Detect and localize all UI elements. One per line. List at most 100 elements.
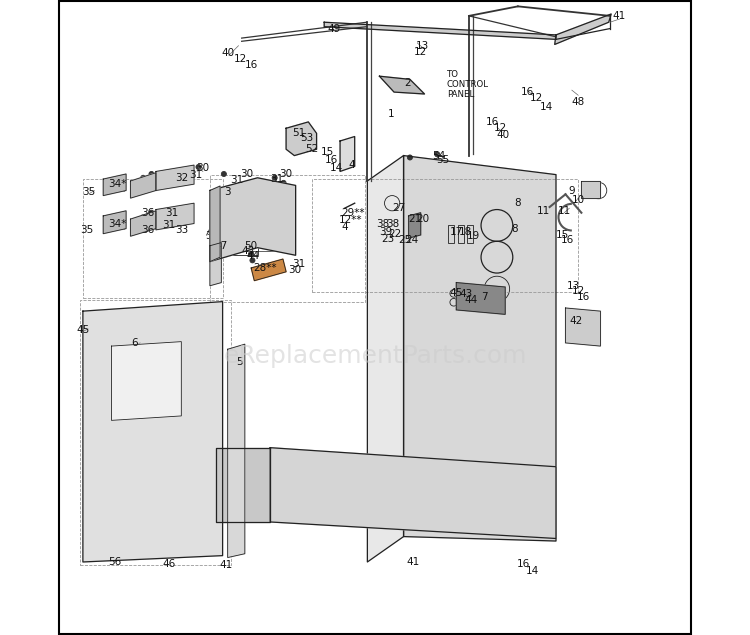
Text: 39: 39 (380, 227, 392, 237)
Text: 25: 25 (398, 235, 412, 245)
Text: 3: 3 (224, 187, 231, 197)
Text: 12: 12 (494, 123, 507, 133)
Bar (238, 203, 280, 210)
Bar (238, 192, 280, 199)
Text: 13: 13 (567, 281, 580, 291)
Polygon shape (368, 156, 404, 562)
Bar (95, 533, 130, 545)
Text: 27: 27 (392, 203, 406, 213)
Circle shape (221, 171, 226, 177)
Text: 47: 47 (214, 241, 228, 251)
Text: 15: 15 (321, 147, 334, 157)
Text: 31: 31 (165, 208, 178, 218)
Text: 16: 16 (244, 60, 258, 70)
Text: 34*: 34* (109, 179, 127, 189)
Text: 12: 12 (234, 54, 247, 64)
Text: 11: 11 (537, 206, 550, 216)
Polygon shape (130, 173, 156, 198)
Polygon shape (210, 178, 296, 262)
Text: 16: 16 (520, 87, 534, 97)
Circle shape (141, 175, 146, 180)
Text: 54: 54 (432, 150, 445, 161)
Text: 30: 30 (288, 265, 301, 275)
Polygon shape (228, 344, 244, 558)
Circle shape (170, 213, 176, 218)
Text: 31: 31 (230, 175, 243, 185)
Text: 19: 19 (466, 231, 480, 241)
Text: 30: 30 (240, 169, 254, 179)
Polygon shape (581, 181, 601, 198)
Text: 29**: 29** (341, 208, 364, 218)
Polygon shape (251, 259, 286, 281)
Bar (88, 531, 100, 541)
Text: 49: 49 (327, 23, 340, 34)
Bar (458, 225, 464, 243)
Polygon shape (555, 14, 611, 44)
Text: 12: 12 (572, 286, 585, 296)
Text: 50: 50 (244, 241, 257, 251)
Polygon shape (270, 448, 556, 538)
Circle shape (185, 175, 190, 180)
Polygon shape (156, 203, 194, 230)
Text: 15: 15 (556, 230, 569, 240)
Polygon shape (404, 156, 556, 541)
Circle shape (407, 155, 413, 160)
Text: 21: 21 (409, 214, 422, 224)
Text: 4: 4 (348, 160, 355, 170)
Polygon shape (456, 283, 506, 314)
Text: 14: 14 (526, 566, 539, 577)
Circle shape (196, 164, 201, 170)
Text: 31: 31 (271, 174, 284, 184)
Text: 43: 43 (459, 289, 472, 299)
Text: 40: 40 (496, 130, 510, 140)
Text: 34*: 34* (109, 218, 127, 229)
Text: 35: 35 (82, 187, 96, 197)
Text: 17: 17 (450, 227, 463, 237)
Text: 41: 41 (219, 560, 232, 570)
Text: 8: 8 (514, 198, 521, 208)
Text: 5: 5 (236, 357, 243, 367)
Text: 24: 24 (405, 235, 418, 245)
Circle shape (149, 210, 154, 215)
Text: 31: 31 (163, 220, 176, 231)
Polygon shape (112, 342, 182, 420)
Bar (134, 531, 184, 541)
Circle shape (272, 175, 278, 180)
Bar (311, 179, 578, 292)
Text: 11: 11 (557, 206, 571, 216)
Bar (83, 179, 223, 298)
Text: 18: 18 (458, 227, 472, 237)
Text: 1: 1 (388, 109, 394, 119)
Polygon shape (210, 186, 220, 262)
Text: 16: 16 (326, 155, 338, 165)
Text: 6: 6 (132, 338, 138, 348)
Polygon shape (409, 213, 421, 238)
Polygon shape (380, 76, 424, 94)
Bar (105, 216, 125, 229)
Text: 52: 52 (304, 144, 318, 154)
Text: 41: 41 (406, 557, 420, 567)
Bar (238, 224, 280, 231)
Text: 7: 7 (482, 292, 488, 302)
Text: 36: 36 (141, 208, 154, 218)
Text: 12: 12 (530, 93, 544, 104)
Text: 56: 56 (108, 557, 122, 567)
Bar (238, 234, 280, 242)
Polygon shape (130, 211, 156, 236)
Text: 33: 33 (176, 225, 188, 235)
Text: 8: 8 (512, 224, 518, 234)
Text: 31: 31 (189, 170, 202, 180)
Polygon shape (340, 137, 355, 171)
Text: 16: 16 (516, 559, 530, 569)
Text: 10: 10 (572, 195, 585, 205)
Text: 44: 44 (465, 295, 478, 305)
Circle shape (250, 258, 255, 263)
Text: 12: 12 (414, 47, 428, 57)
Text: 35: 35 (80, 225, 93, 235)
Text: 45: 45 (76, 325, 89, 335)
Circle shape (171, 171, 176, 177)
Text: 41: 41 (613, 11, 626, 21)
Circle shape (149, 171, 154, 177)
Text: 14: 14 (330, 163, 344, 173)
Polygon shape (156, 165, 194, 190)
